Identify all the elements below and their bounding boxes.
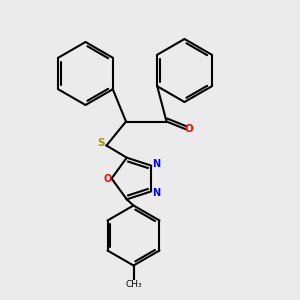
Text: O: O — [184, 124, 193, 134]
Text: S: S — [97, 138, 105, 148]
Text: O: O — [104, 173, 112, 184]
Text: CH₃: CH₃ — [125, 280, 142, 289]
Text: N: N — [152, 188, 160, 198]
Text: N: N — [152, 159, 160, 169]
